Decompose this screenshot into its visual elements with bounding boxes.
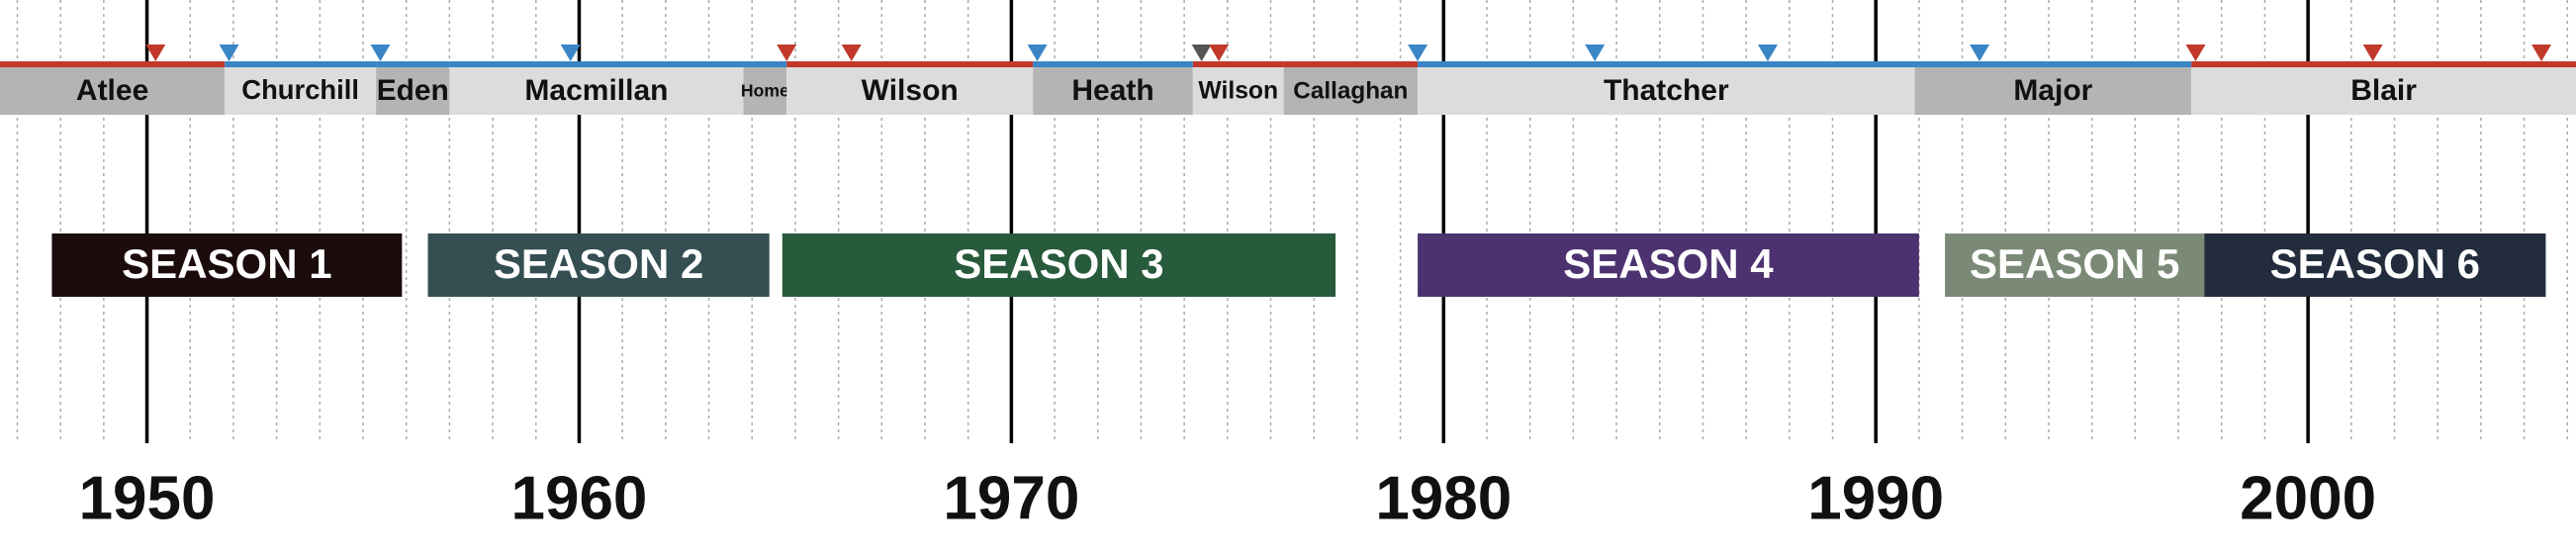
season-bar: [1418, 233, 1919, 297]
season-label: SEASON 3: [954, 240, 1163, 287]
pm-term-bar: [225, 67, 377, 115]
election-marker: [1757, 45, 1778, 61]
pm-label: Eden: [377, 74, 449, 107]
season-label: SEASON 6: [2270, 240, 2480, 287]
season-label: SEASON 5: [1970, 240, 2179, 287]
election-marker: [2185, 45, 2206, 61]
pm-term-bar: [0, 67, 226, 115]
party-line: [449, 61, 744, 67]
pm-term-bar: [1192, 67, 1284, 115]
pm-label: Atlee: [76, 74, 148, 107]
x-tick-label: 2000: [2240, 464, 2376, 532]
party-line: [1914, 61, 2192, 67]
pm-label: Wilson: [1198, 78, 1278, 105]
election-marker: [1027, 45, 1048, 61]
plot-area: 1950 1960 1970 1980 1990 2000 Atlee Churchill Ed…: [0, 0, 2576, 532]
x-tick-label: 1950: [79, 464, 216, 532]
pm-term-bar: [376, 67, 450, 115]
pm-label: Churchill: [241, 74, 359, 105]
election-marker: [1408, 45, 1428, 61]
party-line: [225, 61, 377, 67]
pm-term-bar: [786, 67, 1034, 115]
pm-term-bar: [1283, 67, 1419, 115]
party-line: [376, 61, 450, 67]
pm-label: Callaghan: [1293, 77, 1408, 104]
x-tick-label: 1960: [510, 464, 647, 532]
season-bar: [782, 233, 1336, 297]
x-tick-label: 1970: [943, 464, 1079, 532]
election-marker: [1209, 45, 1230, 61]
season-bar: [2204, 233, 2546, 297]
party-line: [1033, 61, 1193, 67]
season-label: SEASON 4: [1563, 240, 1774, 287]
season-bar: [1945, 233, 2205, 297]
party-line: [786, 61, 1034, 67]
x-tick-label: 1980: [1375, 464, 1512, 532]
pm-term-bar: [1914, 67, 2192, 115]
season-label: SEASON 1: [122, 240, 331, 287]
pm-term-bar: [2191, 67, 2576, 115]
pm-term-bar: [449, 67, 744, 115]
pm-term-bar: [743, 67, 787, 115]
season-label: SEASON 2: [494, 240, 703, 287]
election-marker: [2531, 45, 2552, 61]
election-marker: [841, 45, 862, 61]
party-line: [743, 61, 787, 67]
x-tick-label: 1990: [1807, 464, 1944, 532]
election-marker: [219, 45, 239, 61]
season-bar: [51, 233, 403, 297]
election-marker: [2362, 45, 2383, 61]
pm-label: Major: [2013, 74, 2092, 107]
pm-label: Macmillan: [524, 74, 668, 107]
election-marker: [1191, 45, 1212, 61]
pm-label: Blair: [2350, 74, 2417, 107]
pm-label: Heath: [1071, 74, 1153, 107]
pm-label: Thatcher: [1604, 74, 1729, 107]
pm-label: Home: [741, 81, 789, 101]
election-marker: [1970, 45, 1990, 61]
season-bar: [427, 233, 770, 297]
party-line: [2191, 61, 2576, 67]
election-marker: [370, 45, 391, 61]
election-marker: [560, 45, 581, 61]
party-line: [1418, 61, 1915, 67]
election-marker: [145, 45, 166, 61]
pm-label: Wilson: [862, 74, 959, 107]
pm-term-bar: [1033, 67, 1193, 115]
party-line: [0, 61, 226, 67]
pm-term-bar: [1418, 67, 1915, 115]
election-marker: [777, 45, 797, 61]
party-line: [1283, 61, 1419, 67]
party-line: [1192, 61, 1284, 67]
election-marker: [1585, 45, 1606, 61]
